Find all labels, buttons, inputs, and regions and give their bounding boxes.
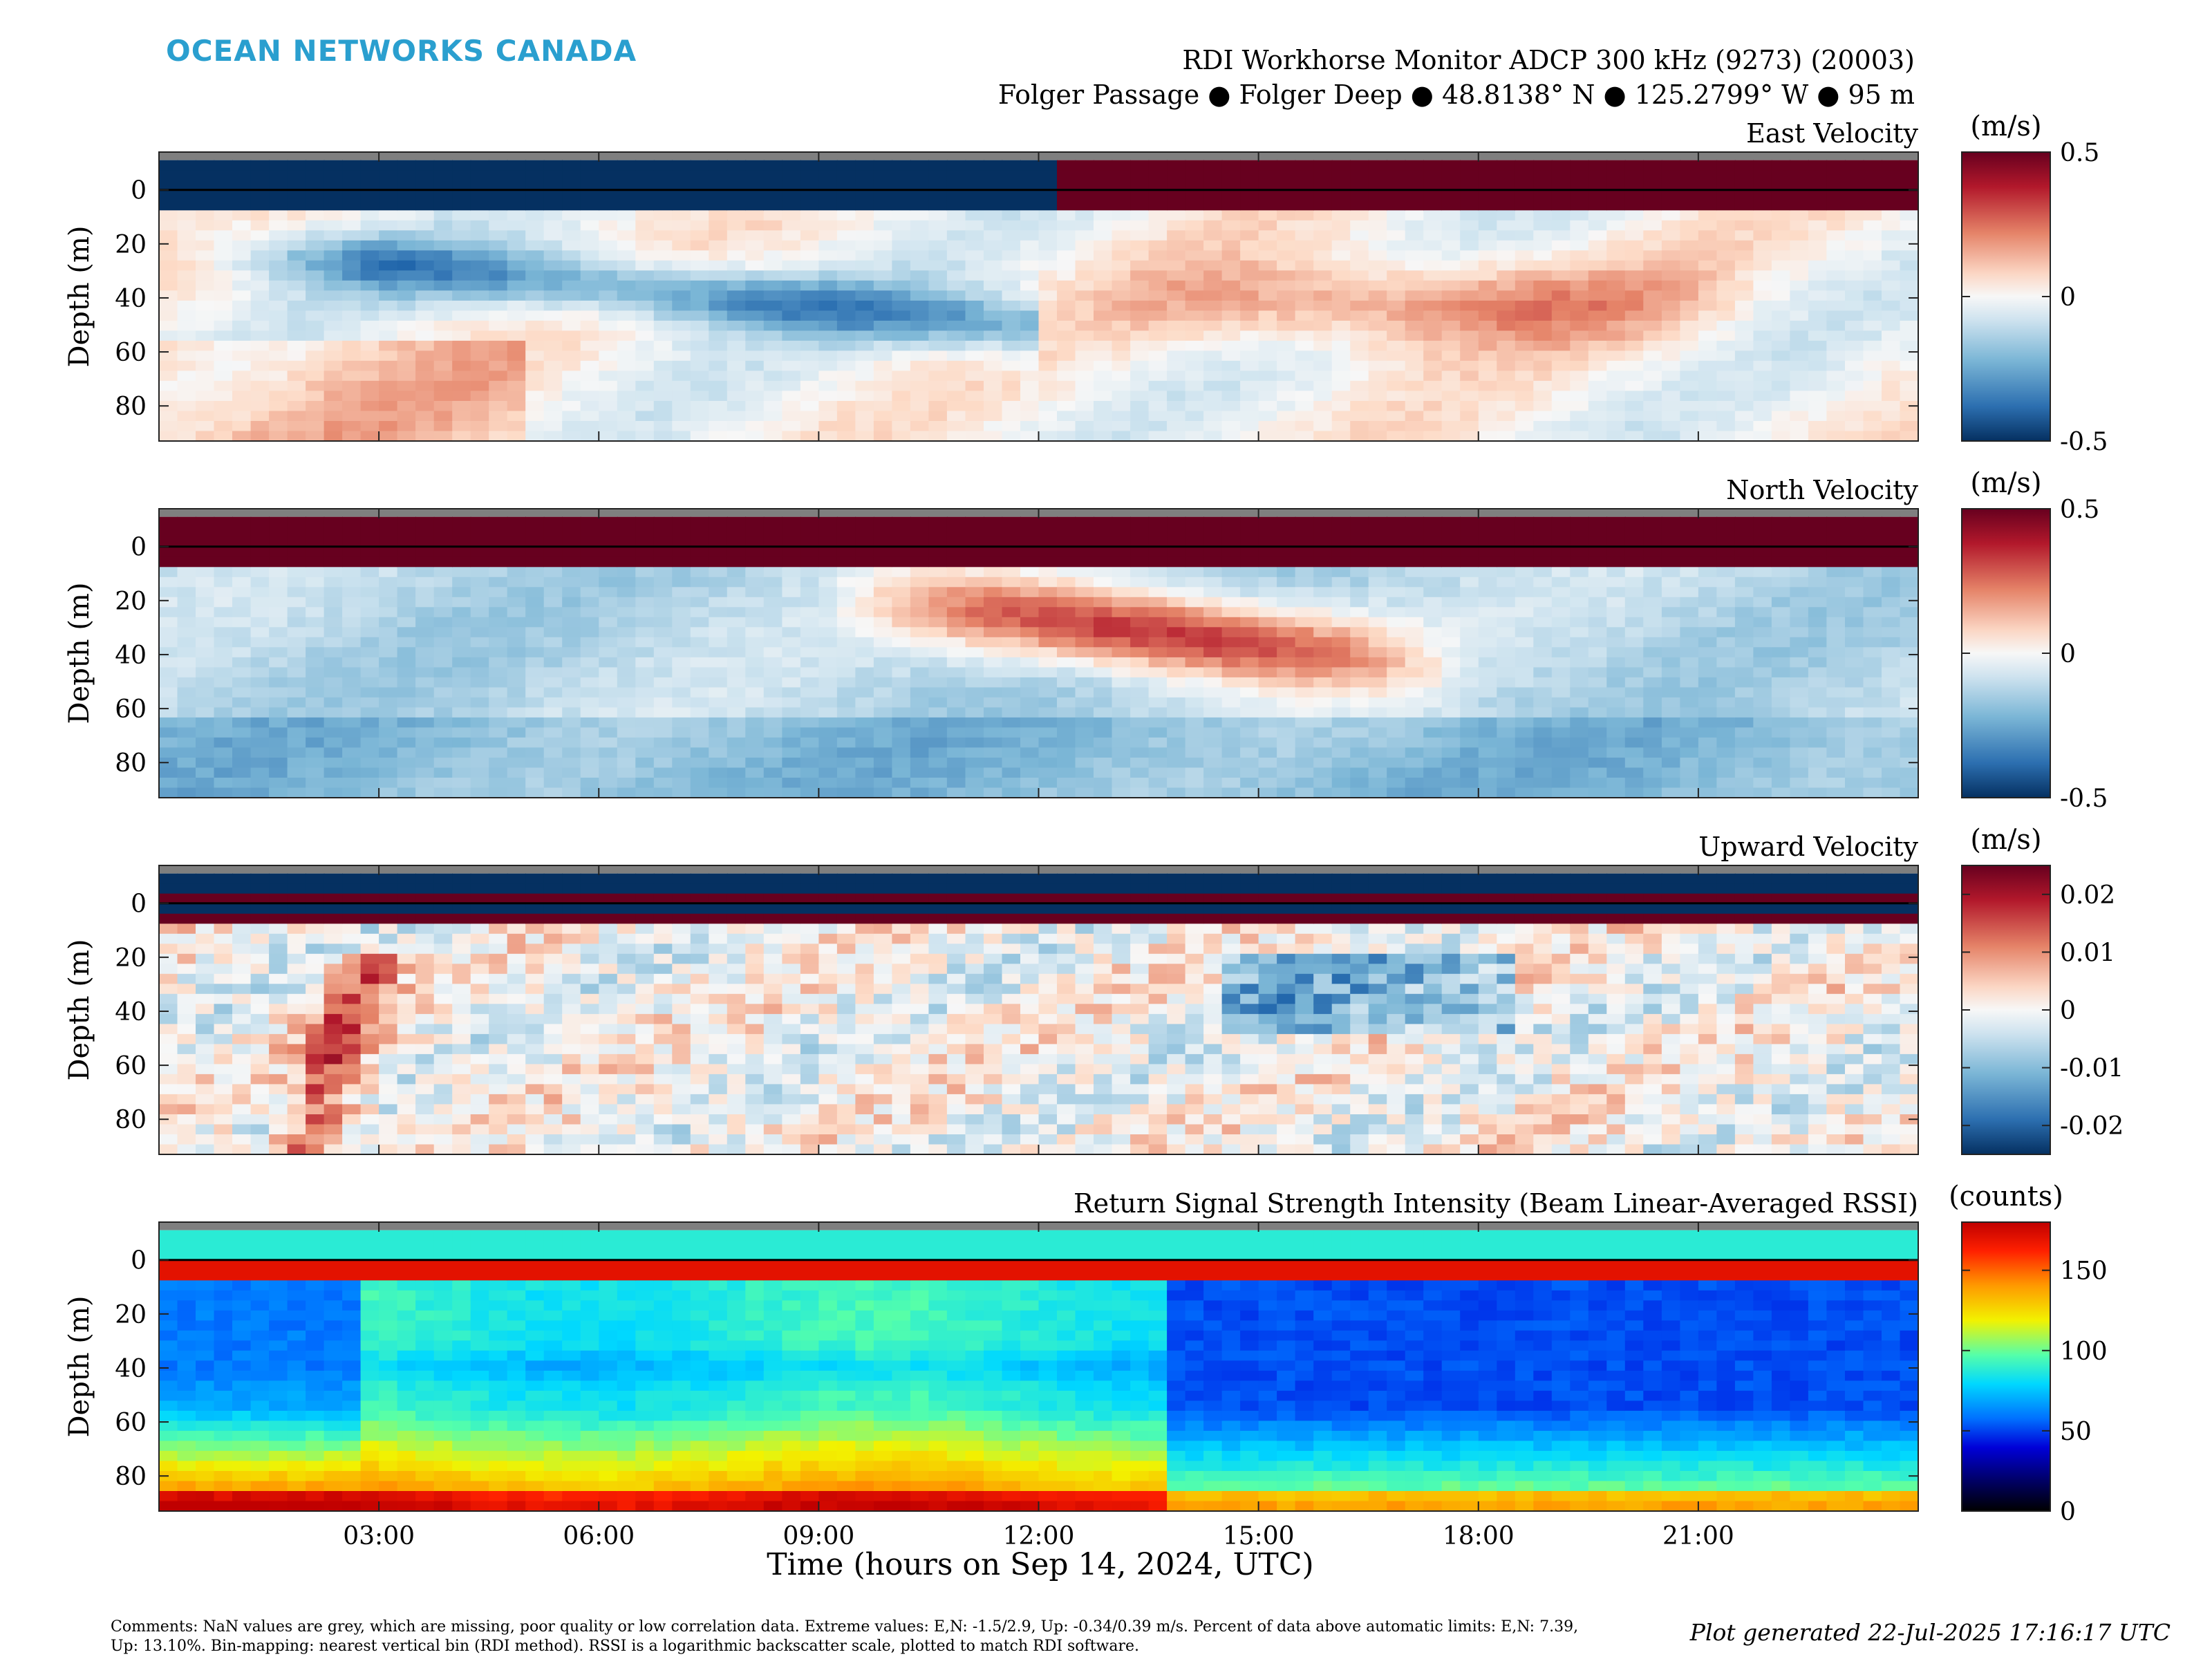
colorbar-tick-label: -0.02 — [2060, 1112, 2124, 1141]
heatmap-cells — [159, 160, 1919, 442]
colorbar-gradient — [1961, 865, 2051, 1155]
x-tick-label: 09:00 — [783, 1522, 855, 1550]
x-tick-label: 12:00 — [1003, 1522, 1075, 1550]
panel-3: Upward Velocity 0 20 40 60 80 Depth (m) (m/s) 0.… — [64, 824, 2124, 1155]
colorbar-tick-label: 0.5 — [2060, 496, 2099, 524]
colorbar-unit: (counts) — [1949, 1181, 2063, 1212]
colorbar-unit: (m/s) — [1970, 824, 2041, 856]
x-tick-label: 18:00 — [1443, 1522, 1515, 1550]
colorbar-tick-label: 0 — [2060, 283, 2076, 312]
colorbar-unit: (m/s) — [1970, 467, 2041, 499]
colorbar-3: (m/s) 0.02 0.01 0 -0.01 -0.02 — [1961, 824, 2124, 1155]
y-tick-label: 80 — [115, 393, 147, 421]
y-tick-label: 60 — [115, 1052, 147, 1080]
panel-1: East Velocity 0 20 40 60 80 Depth (m) (m/s) 0.5 0… — [64, 111, 2108, 456]
y-axis-label: Depth (m) — [64, 939, 95, 1080]
panels-group: East Velocity 0 20 40 60 80 Depth (m) (m/s) 0.5 0… — [64, 111, 2124, 1550]
x-tick-label: 15:00 — [1223, 1522, 1295, 1550]
colorbar-unit: (m/s) — [1970, 111, 2041, 142]
y-axis-label: Depth (m) — [64, 1295, 95, 1437]
y-tick-label: 20 — [115, 231, 147, 259]
colorbar-tick-label: 0 — [2060, 640, 2076, 668]
colorbar-tick-label: 0.5 — [2060, 139, 2099, 167]
colorbar-tick-label: -0.01 — [2060, 1055, 2124, 1083]
colorbar-2: (m/s) 0.5 0 -0.5 — [1961, 467, 2108, 813]
colorbar-gradient — [1961, 1221, 2051, 1512]
colorbar-1: (m/s) 0.5 0 -0.5 — [1961, 111, 2108, 456]
y-tick-label: 60 — [115, 695, 147, 724]
y-tick-label: 40 — [115, 641, 147, 670]
y-tick-label: 60 — [115, 339, 147, 367]
y-tick-label: 0 — [131, 534, 147, 562]
y-tick-label: 80 — [115, 1463, 147, 1491]
x-tick-label: 06:00 — [563, 1522, 635, 1550]
y-tick-label: 40 — [115, 1355, 147, 1383]
colorbar-tick-label: -0.5 — [2060, 428, 2108, 456]
y-tick-label: 20 — [115, 944, 147, 973]
y-tick-label: 0 — [131, 890, 147, 919]
x-axis-label: Time (hours on Sep 14, 2024, UTC) — [767, 1547, 1313, 1582]
y-tick-label: 20 — [115, 588, 147, 616]
colorbar-tick-label: 0 — [2060, 997, 2076, 1025]
y-tick-label: 20 — [115, 1301, 147, 1329]
panel-title: East Velocity — [1746, 118, 1918, 149]
panel-title: Upward Velocity — [1698, 832, 1918, 862]
colorbar-gradient — [1961, 508, 2051, 798]
heatmap-cells — [159, 516, 1919, 798]
panel-title: Return Signal Strength Intensity (Beam L… — [1074, 1188, 1918, 1219]
colorbar-tick-label: 0.02 — [2060, 881, 2115, 910]
colorbar-tick-label: 0.01 — [2060, 939, 2115, 967]
colorbar-tick-label: 100 — [2060, 1338, 2108, 1366]
y-tick-label: 80 — [115, 749, 147, 778]
panel-2: North Velocity 0 20 40 60 80 Depth (m) (m/s) 0.5… — [64, 467, 2108, 813]
y-tick-label: 40 — [115, 285, 147, 313]
colorbar-gradient — [1961, 151, 2051, 442]
y-tick-label: 0 — [131, 1247, 147, 1275]
panel-4: Return Signal Strength Intensity (Beam L… — [64, 1181, 2108, 1550]
comments-note: Comments: NaN values are grey, which are… — [111, 1618, 1579, 1655]
colorbar-tick-label: -0.5 — [2060, 785, 2108, 813]
y-tick-label: 0 — [131, 177, 147, 205]
y-axis-label: Depth (m) — [64, 225, 95, 367]
y-tick-label: 40 — [115, 998, 147, 1027]
heatmap-cells — [159, 873, 1919, 1155]
panel-title: North Velocity — [1726, 475, 1918, 505]
colorbar-4: (counts) 150 100 50 0 — [1949, 1181, 2108, 1526]
figure-subtitle: Folger Passage ● Folger Deep ● 48.8138° … — [998, 79, 1915, 110]
y-axis-label: Depth (m) — [64, 582, 95, 724]
colorbar-tick-label: 50 — [2060, 1418, 2092, 1446]
x-tick-label: 21:00 — [1662, 1522, 1734, 1550]
colorbar-tick-label: 0 — [2060, 1498, 2076, 1526]
plot-generated-stamp: Plot generated 22-Jul-2025 17:16:17 UTC — [1689, 1619, 2171, 1646]
colorbar-tick-label: 150 — [2060, 1257, 2108, 1286]
y-tick-label: 60 — [115, 1409, 147, 1437]
x-tick-label: 03:00 — [343, 1522, 415, 1550]
figure-title: RDI Workhorse Monitor ADCP 300 kHz (9273… — [1182, 45, 1915, 75]
brand-logo: OCEAN NETWORKS CANADA — [166, 34, 637, 68]
y-tick-label: 80 — [115, 1106, 147, 1134]
heatmap-cells — [159, 1230, 1919, 1512]
